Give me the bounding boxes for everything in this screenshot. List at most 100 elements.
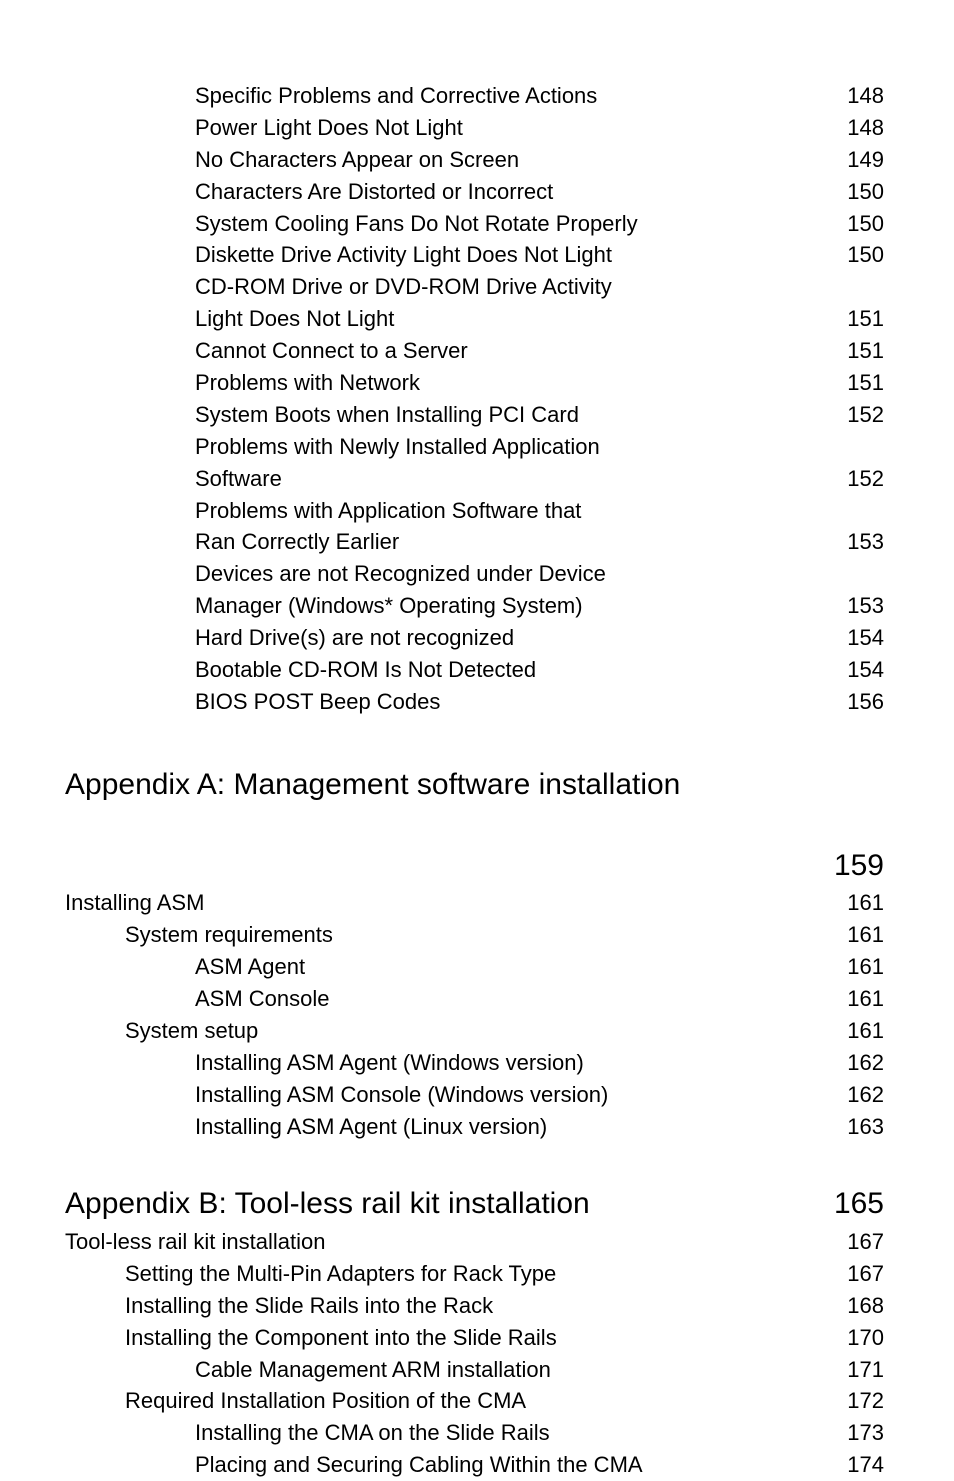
toc-page: 161: [824, 1015, 884, 1047]
toc-label: Characters Are Distorted or Incorrect: [195, 176, 824, 208]
toc-page: 153: [824, 590, 884, 622]
toc-entry: Bootable CD-ROM Is Not Detected 154: [65, 654, 884, 686]
toc-group-1: Specific Problems and Corrective Actions…: [65, 80, 884, 718]
toc-page: 174: [824, 1449, 884, 1481]
toc-label: ASM Agent: [195, 951, 824, 983]
toc-entry: Setting the Multi-Pin Adapters for Rack …: [65, 1258, 884, 1290]
toc-entry-line1: Problems with Newly Installed Applicatio…: [65, 431, 884, 463]
toc-label: Specific Problems and Corrective Actions: [195, 80, 824, 112]
toc-label: Installing ASM Agent (Linux version): [195, 1111, 824, 1143]
appendix-a-title: Appendix A: Management software installa…: [65, 768, 884, 802]
toc-entry: Installing ASM Agent (Windows version) 1…: [65, 1047, 884, 1079]
toc-entry: Installing the CMA on the Slide Rails 17…: [65, 1417, 884, 1449]
toc-page: 167: [824, 1226, 884, 1258]
toc-page: 151: [824, 303, 884, 335]
appendix-b-title: Appendix B: Tool-less rail kit installat…: [65, 1182, 824, 1226]
toc-page: 152: [824, 399, 884, 431]
toc-entry: Cable Management ARM installation 171: [65, 1354, 884, 1386]
toc-entry: ASM Console 161: [65, 983, 884, 1015]
toc-page: 172: [824, 1385, 884, 1417]
toc-label: Light Does Not Light: [195, 303, 824, 335]
toc-page: 173: [824, 1417, 884, 1449]
toc-label: Manager (Windows* Operating System): [195, 590, 824, 622]
toc-label: ASM Console: [195, 983, 824, 1015]
toc-entry: System setup 161: [65, 1015, 884, 1047]
toc-page: 167: [824, 1258, 884, 1290]
toc-label: Installing the Component into the Slide …: [125, 1322, 824, 1354]
toc-entry: Diskette Drive Activity Light Does Not L…: [65, 239, 884, 271]
toc-entry: Installing the Component into the Slide …: [65, 1322, 884, 1354]
toc-label: Installing the Slide Rails into the Rack: [125, 1290, 824, 1322]
toc-page: 151: [824, 367, 884, 399]
toc-entry: Installing the Slide Rails into the Rack…: [65, 1290, 884, 1322]
toc-entry: Light Does Not Light 151: [65, 303, 884, 335]
toc-page: 162: [824, 1047, 884, 1079]
toc-label: Power Light Does Not Light: [195, 112, 824, 144]
toc-group-appendix-a: Installing ASM 161 System requirements 1…: [65, 887, 884, 1142]
toc-label: BIOS POST Beep Codes: [195, 686, 824, 718]
toc-page: 149: [824, 144, 884, 176]
toc-label: Software: [195, 463, 824, 495]
toc-entry: System Boots when Installing PCI Card 15…: [65, 399, 884, 431]
toc-label: Cannot Connect to a Server: [195, 335, 824, 367]
toc-page: 168: [824, 1290, 884, 1322]
toc-page: 150: [824, 208, 884, 240]
toc-group-appendix-b: Tool-less rail kit installation 167 Sett…: [65, 1226, 884, 1481]
toc-label: Cable Management ARM installation: [195, 1354, 824, 1386]
toc-label: Setting the Multi-Pin Adapters for Rack …: [125, 1258, 824, 1290]
page-container: Specific Problems and Corrective Actions…: [0, 0, 954, 1369]
toc-entry-line1: CD-ROM Drive or DVD-ROM Drive Activity: [65, 271, 884, 303]
toc-page: 154: [824, 654, 884, 686]
toc-entry: Cannot Connect to a Server 151: [65, 335, 884, 367]
toc-entry: Hard Drive(s) are not recognized 154: [65, 622, 884, 654]
toc-entry: BIOS POST Beep Codes 156: [65, 686, 884, 718]
toc-page: 154: [824, 622, 884, 654]
toc-entry: Required Installation Position of the CM…: [65, 1385, 884, 1417]
toc-label: Diskette Drive Activity Light Does Not L…: [195, 239, 824, 271]
toc-entry: Manager (Windows* Operating System) 153: [65, 590, 884, 622]
toc-page: 161: [824, 983, 884, 1015]
toc-page: 152: [824, 463, 884, 495]
toc-entry: No Characters Appear on Screen 149: [65, 144, 884, 176]
toc-entry: ASM Agent 161: [65, 951, 884, 983]
toc-label: Bootable CD-ROM Is Not Detected: [195, 654, 824, 686]
toc-label: Placing and Securing Cabling Within the …: [195, 1449, 824, 1481]
toc-label: Installing ASM Console (Windows version): [195, 1079, 824, 1111]
toc-label: Required Installation Position of the CM…: [125, 1385, 824, 1417]
toc-page: 151: [824, 335, 884, 367]
toc-page: 161: [824, 951, 884, 983]
toc-entry: Problems with Network 151: [65, 367, 884, 399]
toc-entry: Ran Correctly Earlier 153: [65, 526, 884, 558]
toc-entry: Power Light Does Not Light 148: [65, 112, 884, 144]
toc-label: Tool-less rail kit installation: [65, 1226, 824, 1258]
toc-page: 161: [824, 887, 884, 919]
toc-entry-line1: Devices are not Recognized under Device: [65, 558, 884, 590]
toc-page: 170: [824, 1322, 884, 1354]
toc-entry: Installing ASM 161: [65, 887, 884, 919]
toc-label: Installing the CMA on the Slide Rails: [195, 1417, 824, 1449]
toc-page: 171: [824, 1354, 884, 1386]
toc-label: Problems with Network: [195, 367, 824, 399]
appendix-a-page: 159: [824, 844, 884, 888]
toc-label: Installing ASM Agent (Windows version): [195, 1047, 824, 1079]
toc-page: 148: [824, 80, 884, 112]
toc-entry: Software 152: [65, 463, 884, 495]
toc-label: Hard Drive(s) are not recognized: [195, 622, 824, 654]
toc-label: System requirements: [125, 919, 824, 951]
toc-page: 153: [824, 526, 884, 558]
toc-label: System setup: [125, 1015, 824, 1047]
toc-page: 150: [824, 176, 884, 208]
toc-entry: Installing ASM Console (Windows version)…: [65, 1079, 884, 1111]
toc-entry: Specific Problems and Corrective Actions…: [65, 80, 884, 112]
toc-entry: Installing ASM Agent (Linux version) 163: [65, 1111, 884, 1143]
appendix-b-heading: Appendix B: Tool-less rail kit installat…: [65, 1182, 884, 1226]
toc-entry: System Cooling Fans Do Not Rotate Proper…: [65, 208, 884, 240]
toc-page: 156: [824, 686, 884, 718]
toc-entry-line1: Problems with Application Software that: [65, 495, 884, 527]
toc-page: 163: [824, 1111, 884, 1143]
toc-page: 148: [824, 112, 884, 144]
toc-label: System Boots when Installing PCI Card: [195, 399, 824, 431]
toc-entry: System requirements 161: [65, 919, 884, 951]
toc-label: Installing ASM: [65, 887, 824, 919]
toc-label: System Cooling Fans Do Not Rotate Proper…: [195, 208, 824, 240]
